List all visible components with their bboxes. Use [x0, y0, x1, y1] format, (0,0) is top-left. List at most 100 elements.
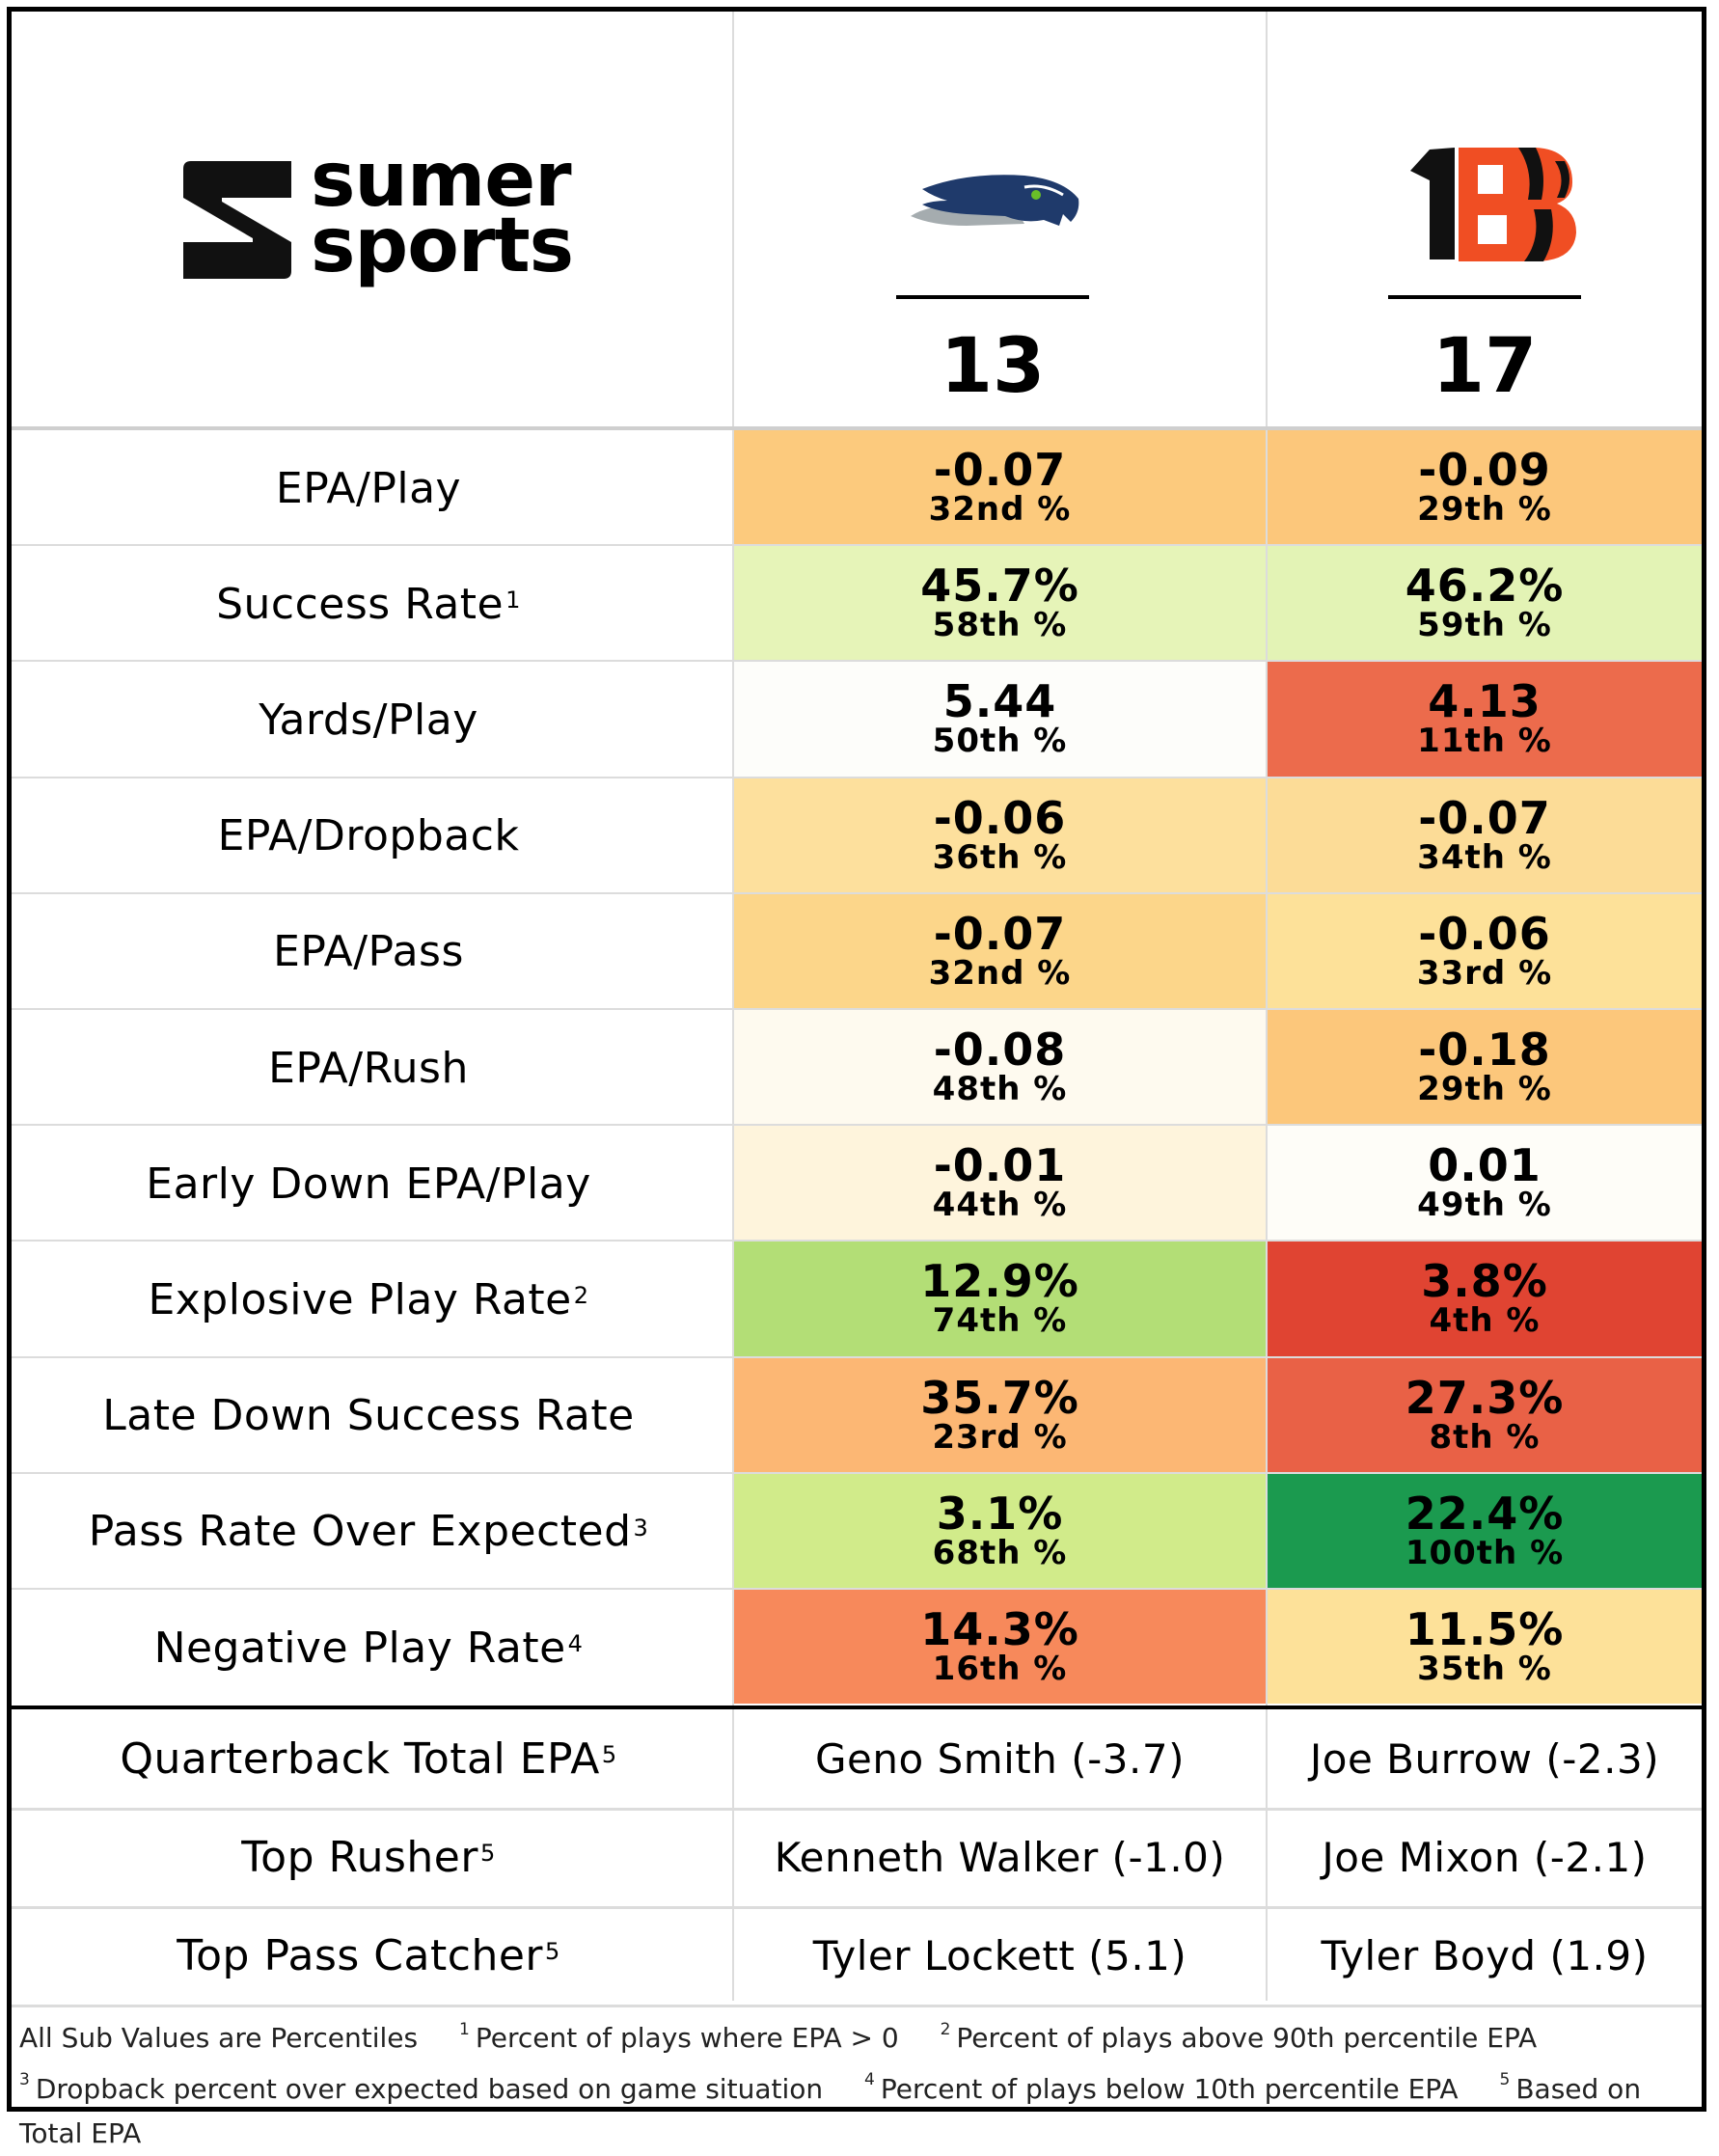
- metric-label-text: EPA/Play: [275, 463, 462, 513]
- row-divider: [12, 1124, 1702, 1127]
- footnote-1-marker: 1: [459, 2020, 470, 2039]
- footnote-marker: 3: [633, 1514, 649, 1542]
- metric-percentile: 58th %: [932, 606, 1068, 645]
- header-divider: [12, 426, 1702, 430]
- metric-value: -0.06: [1418, 907, 1551, 960]
- metric-label: EPA/Pass: [12, 894, 725, 1010]
- metric-value: 22.4%: [1405, 1487, 1565, 1540]
- metric-percentile: 32nd %: [928, 953, 1072, 993]
- metric-value: 11.5%: [1405, 1603, 1565, 1656]
- metric-value: -0.07: [1418, 791, 1551, 844]
- footnote-marker: 5: [479, 1840, 496, 1868]
- metric-value: -0.09: [1418, 444, 1551, 497]
- section-divider: [12, 1706, 1702, 1710]
- metric-percentile: 11th %: [1417, 722, 1552, 761]
- metric-percentile: 16th %: [932, 1650, 1068, 1689]
- metric-value: -0.06: [933, 791, 1067, 844]
- metric-value: 3.8%: [1421, 1255, 1548, 1308]
- player-value: Joe Mixon (-2.1): [1322, 1833, 1648, 1881]
- metric-label-text: Yards/Play: [259, 695, 478, 745]
- player-label-text: Quarterback Total EPA: [120, 1733, 600, 1784]
- metric-value-cell: -0.07 34th %: [1268, 778, 1702, 892]
- score-divider-team1: [896, 295, 1089, 299]
- footnote-3-marker: 3: [19, 2070, 30, 2090]
- row-divider: [12, 1355, 1702, 1358]
- player-value: Geno Smith (-3.7): [815, 1734, 1185, 1783]
- metric-value-cell: -0.06 33rd %: [1268, 893, 1702, 1008]
- row-divider: [12, 544, 1702, 547]
- metric-label: Yards/Play: [12, 662, 725, 778]
- metric-value-cell: 14.3% 16th %: [734, 1590, 1266, 1705]
- metric-percentile: 32nd %: [928, 490, 1072, 530]
- row-divider: [12, 2005, 1702, 2008]
- metric-label: Negative Play Rate 4: [12, 1590, 725, 1706]
- game-summary-card: sumer sports 13 17 All Sub Values are Pe…: [7, 7, 1706, 2149]
- metric-percentile: 49th %: [1417, 1186, 1552, 1225]
- player-label-text: Top Pass Catcher: [177, 1930, 543, 1980]
- metric-label-text: Pass Rate Over Expected: [88, 1507, 632, 1557]
- metric-percentile: 74th %: [932, 1301, 1068, 1341]
- score-divider-team2: [1388, 295, 1581, 299]
- metric-value-cell: 11.5% 35th %: [1268, 1590, 1702, 1705]
- metric-value: -0.18: [1418, 1023, 1551, 1077]
- metric-percentile: 50th %: [932, 722, 1068, 761]
- metric-percentile: 36th %: [932, 837, 1068, 877]
- bengals-logo-icon: [1410, 148, 1576, 261]
- metric-label-text: Late Down Success Rate: [102, 1391, 635, 1441]
- player-value: Tyler Lockett (5.1): [812, 1931, 1187, 1979]
- metric-value-cell: 27.3% 8th %: [1268, 1357, 1702, 1472]
- metric-value-cell: 35.7% 23rd %: [734, 1357, 1266, 1472]
- metric-percentile: 48th %: [932, 1070, 1068, 1109]
- metric-value-cell: -0.07 32nd %: [734, 893, 1266, 1008]
- metric-percentile: 34th %: [1417, 837, 1552, 877]
- player-value: Tyler Boyd (1.9): [1321, 1931, 1649, 1979]
- metric-value: -0.07: [933, 907, 1067, 960]
- row-divider: [12, 1008, 1702, 1010]
- metric-label-text: Explosive Play Rate: [148, 1274, 572, 1324]
- metric-value-cell: 22.4% 100th %: [1268, 1473, 1702, 1588]
- footnote-2: Percent of plays above 90th percentile E…: [956, 2022, 1538, 2055]
- metric-label: EPA/Play: [12, 430, 725, 546]
- brand-line1: sumer: [311, 137, 572, 224]
- metric-value-cell: 3.8% 4th %: [1268, 1242, 1702, 1356]
- column-divider: [732, 12, 734, 2001]
- player-label: Top Rusher 5: [12, 1808, 725, 1906]
- team1-score: 13: [940, 323, 1046, 410]
- footnote-marker: 5: [544, 1938, 560, 1966]
- metric-label: Late Down Success Rate: [12, 1358, 725, 1474]
- metric-percentile: 68th %: [932, 1533, 1068, 1572]
- metric-value-cell: 46.2% 59th %: [1268, 546, 1702, 661]
- metric-value: 4.13: [1428, 675, 1542, 728]
- column-divider: [1266, 12, 1268, 2001]
- metric-value-cell: -0.06 36th %: [734, 778, 1266, 892]
- player-label: Quarterback Total EPA 5: [12, 1709, 725, 1808]
- metric-percentile: 23rd %: [932, 1417, 1068, 1457]
- metric-value: 45.7%: [920, 559, 1079, 613]
- metric-value: 14.3%: [920, 1603, 1079, 1656]
- row-divider: [12, 1588, 1702, 1590]
- player-value: Joe Burrow (-2.3): [1309, 1734, 1660, 1783]
- metric-percentile: 33rd %: [1416, 953, 1553, 993]
- metric-percentile: 4th %: [1429, 1301, 1541, 1341]
- footnote-marker: 1: [505, 587, 521, 614]
- row-divider: [12, 1808, 1702, 1812]
- footnote-intro: All Sub Values are Percentiles: [19, 2022, 419, 2055]
- metric-value-cell: 4.13 11th %: [1268, 662, 1702, 777]
- metric-value: 46.2%: [1405, 559, 1565, 613]
- metric-label-text: EPA/Dropback: [217, 811, 520, 861]
- sumer-sports-mark-icon: [183, 161, 291, 279]
- metric-label: EPA/Rush: [12, 1010, 725, 1126]
- metric-value: -0.07: [933, 444, 1067, 497]
- team2-score: 17: [1432, 323, 1538, 410]
- metric-percentile: 8th %: [1429, 1417, 1541, 1457]
- metric-value-cell: 12.9% 74th %: [734, 1242, 1266, 1356]
- metric-label-text: EPA/Pass: [273, 927, 464, 977]
- metric-value-cell: -0.18 29th %: [1268, 1010, 1702, 1125]
- row-divider: [12, 660, 1702, 663]
- footnote-4: Percent of plays below 10th percentile E…: [880, 2072, 1459, 2105]
- row-divider: [12, 1471, 1702, 1474]
- metric-value-cell: 45.7% 58th %: [734, 546, 1266, 661]
- metric-value-cell: 3.1% 68th %: [734, 1473, 1266, 1588]
- metric-value-cell: -0.07 32nd %: [734, 430, 1266, 545]
- metric-percentile: 29th %: [1417, 1070, 1552, 1109]
